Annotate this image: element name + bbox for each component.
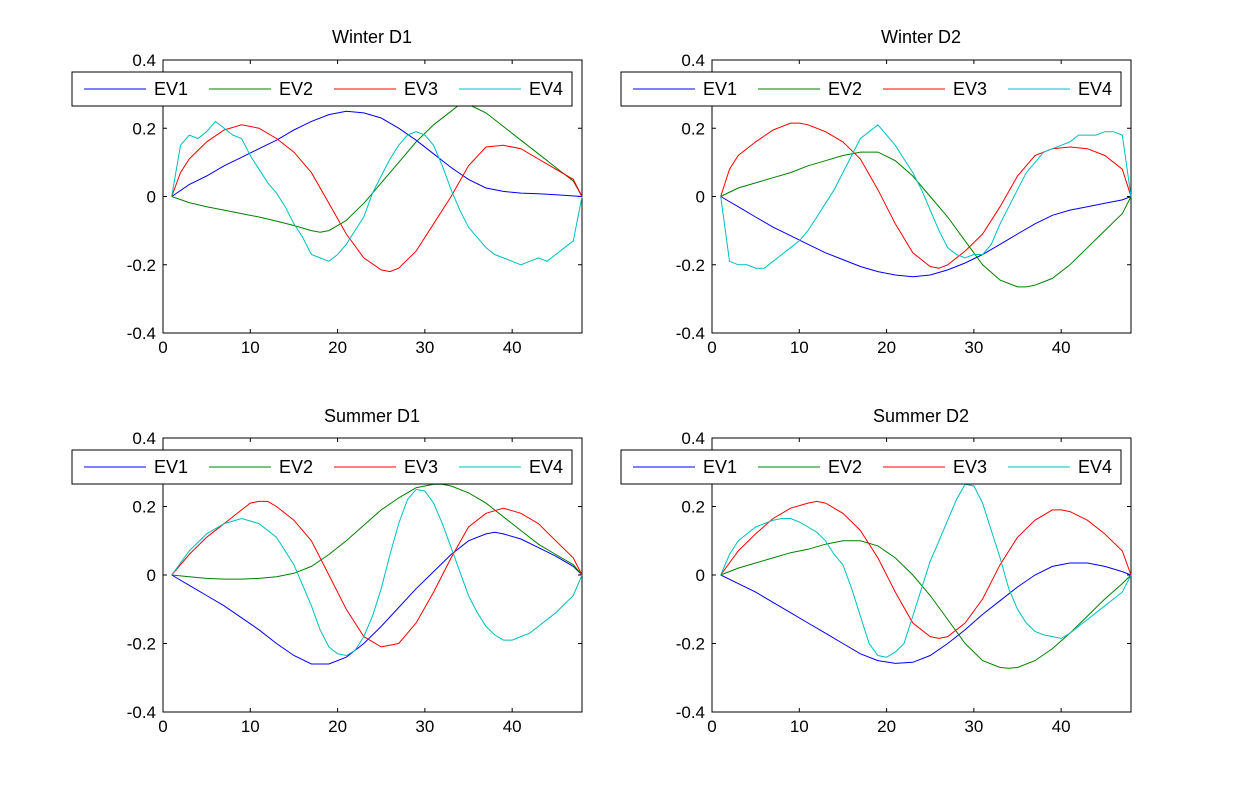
x-tick-label: 10 — [790, 338, 809, 357]
series-line-ev2 — [720, 540, 1132, 669]
series-line-ev3 — [720, 122, 1132, 269]
x-tick-label: 30 — [415, 717, 434, 736]
y-tick-label: 0.4 — [681, 429, 705, 448]
legend-label: EV2 — [279, 457, 313, 477]
y-tick-label: 0.2 — [681, 498, 705, 517]
y-tick-label: 0.4 — [132, 429, 156, 448]
y-tick-label: 0 — [696, 188, 705, 207]
x-tick-label: 0 — [158, 338, 167, 357]
y-tick-label: 0.2 — [681, 119, 705, 138]
legend-label: EV4 — [1078, 457, 1112, 477]
legend-label: EV3 — [404, 457, 438, 477]
x-tick-label: 20 — [877, 338, 896, 357]
subplot-winter-d1: Winter D1 0 10 20 30 40 -0.4 -0.2 0 0.2 0.4 EV1 EV… — [71, 27, 583, 357]
legend-label: EV1 — [703, 79, 737, 99]
series-line-ev4 — [171, 488, 583, 657]
legend-label: EV4 — [529, 79, 563, 99]
subplot-title: Winter D1 — [332, 27, 412, 47]
series-line-ev4 — [171, 120, 583, 266]
y-tick-label: -0.4 — [127, 324, 156, 343]
x-tick-label: 40 — [1052, 717, 1071, 736]
x-tick-label: 0 — [707, 717, 716, 736]
y-tick-label: -0.2 — [676, 635, 705, 654]
series-line-ev2 — [171, 483, 583, 580]
series-line-ev3 — [171, 124, 583, 273]
x-tick-label: 30 — [964, 717, 983, 736]
subplot-summer-d2: Summer D2 0 10 20 30 40 -0.4 -0.2 0 0.2 0.4 EV1 EV… — [620, 406, 1132, 736]
y-tick-label: 0.2 — [132, 498, 156, 517]
legend-label: EV2 — [279, 79, 313, 99]
subplot-title: Summer D1 — [324, 406, 420, 426]
legend-label: EV4 — [1078, 79, 1112, 99]
series-line-ev1 — [171, 531, 583, 665]
legend-label: EV1 — [154, 79, 188, 99]
x-tick-label: 30 — [964, 338, 983, 357]
x-tick-label: 40 — [503, 717, 522, 736]
y-tick-label: 0 — [696, 566, 705, 585]
y-tick-label: 0 — [147, 188, 156, 207]
x-tick-label: 20 — [328, 717, 347, 736]
legend-label: EV3 — [953, 457, 987, 477]
y-tick-label: -0.4 — [676, 324, 705, 343]
legend-label: EV2 — [828, 457, 862, 477]
x-tick-label: 40 — [1052, 338, 1071, 357]
y-tick-label: -0.4 — [127, 703, 156, 722]
x-tick-label: 10 — [241, 338, 260, 357]
legend-label: EV1 — [154, 457, 188, 477]
legend-label: EV1 — [703, 457, 737, 477]
y-tick-label: 0 — [147, 566, 156, 585]
series-line-ev4 — [720, 483, 1132, 658]
series-line-ev3 — [720, 500, 1132, 639]
y-tick-label: 0.4 — [132, 51, 156, 70]
x-tick-label: 20 — [877, 717, 896, 736]
x-tick-label: 0 — [707, 338, 716, 357]
y-tick-label: -0.4 — [676, 703, 705, 722]
subplot-winter-d2: Winter D2 0 10 20 30 40 -0.4 -0.2 0 0.2 0.4 EV1 EV… — [620, 27, 1132, 357]
y-tick-label: -0.2 — [127, 256, 156, 275]
legend-label: EV4 — [529, 457, 563, 477]
legend-box — [620, 71, 1122, 107]
series-line-ev1 — [171, 110, 583, 197]
subplot-summer-d1: Summer D1 0 10 20 30 40 -0.4 -0.2 0 0.2 0.4 EV1 EV… — [71, 406, 583, 736]
x-tick-label: 0 — [158, 717, 167, 736]
x-tick-label: 30 — [415, 338, 434, 357]
subplot-title: Winter D2 — [881, 27, 961, 47]
series-line-ev2 — [171, 103, 583, 233]
subplot-title: Summer D2 — [873, 406, 969, 426]
series-line-ev1 — [720, 196, 1132, 278]
x-tick-label: 40 — [503, 338, 522, 357]
x-tick-label: 10 — [790, 717, 809, 736]
y-tick-label: -0.2 — [676, 256, 705, 275]
series-line-ev1 — [720, 562, 1132, 664]
legend-label: EV3 — [404, 79, 438, 99]
legend-label: EV3 — [953, 79, 987, 99]
legend-label: EV2 — [828, 79, 862, 99]
x-tick-label: 20 — [328, 338, 347, 357]
series-line-ev2 — [720, 151, 1132, 288]
y-tick-label: -0.2 — [127, 635, 156, 654]
x-tick-label: 10 — [241, 717, 260, 736]
y-tick-label: 0.4 — [681, 51, 705, 70]
y-tick-label: 0.2 — [132, 119, 156, 138]
series-line-ev4 — [720, 124, 1132, 269]
